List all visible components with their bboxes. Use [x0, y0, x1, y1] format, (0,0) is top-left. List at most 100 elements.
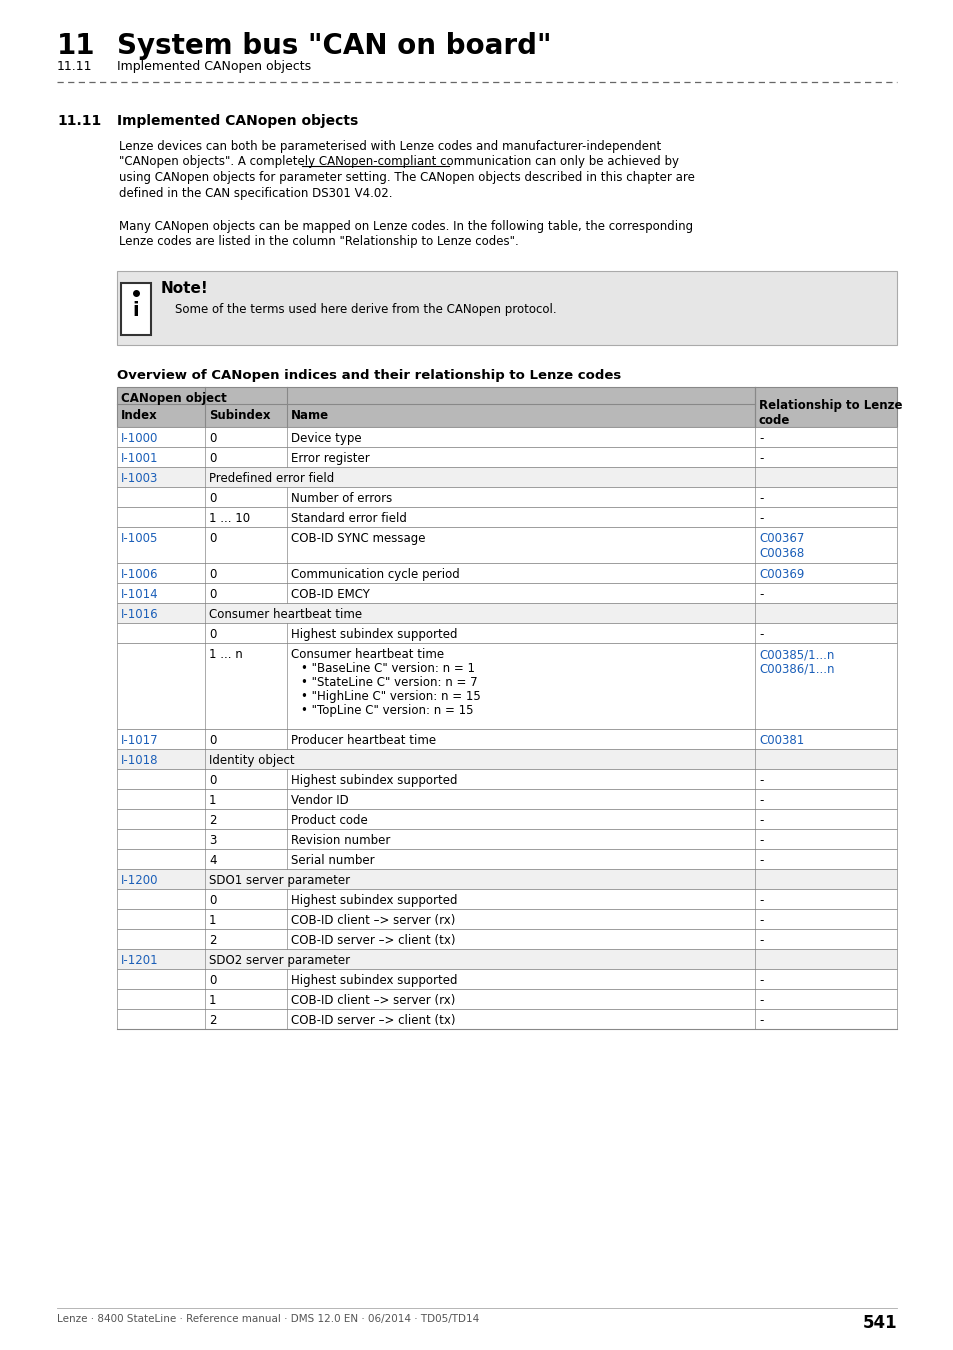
Text: -: - [759, 589, 762, 601]
Text: Identity object: Identity object [209, 755, 294, 767]
Text: C00367: C00367 [759, 532, 803, 545]
Bar [117, 622, 896, 643]
Text: Some of the terms used here derive from the CANopen protocol.: Some of the terms used here derive from … [174, 302, 556, 316]
Text: Highest subindex supported: Highest subindex supported [291, 973, 457, 987]
Text: -: - [759, 491, 762, 505]
Text: Predefined error field: Predefined error field [209, 472, 334, 485]
Text: 0: 0 [209, 894, 216, 907]
Text: Highest subindex supported: Highest subindex supported [291, 774, 457, 787]
Text: I-1006: I-1006 [121, 568, 158, 580]
Text: 11.11: 11.11 [57, 59, 92, 73]
Text: COB-ID client –> server (rx): COB-ID client –> server (rx) [291, 914, 455, 927]
Text: I-1200: I-1200 [121, 873, 158, 887]
Text: -: - [759, 914, 762, 927]
Text: -: - [759, 973, 762, 987]
Text: Implemented CANopen objects: Implemented CANopen objects [117, 113, 358, 128]
Text: -: - [759, 512, 762, 525]
Bar [117, 467, 896, 487]
Text: -: - [759, 432, 762, 446]
Text: C00369: C00369 [759, 568, 803, 580]
Text: 0: 0 [209, 628, 216, 641]
Text: I-1017: I-1017 [121, 734, 158, 747]
Text: Revision number: Revision number [291, 834, 390, 846]
Text: COB-ID client –> server (rx): COB-ID client –> server (rx) [291, 994, 455, 1007]
Bar [117, 929, 896, 949]
Text: 3: 3 [209, 834, 216, 846]
Bar [117, 729, 896, 749]
Text: COB-ID EMCY: COB-ID EMCY [291, 589, 370, 601]
Bar [117, 990, 896, 1008]
Text: Lenze codes are listed in the column "Relationship to Lenze codes".: Lenze codes are listed in the column "Re… [119, 235, 518, 248]
Bar [117, 447, 896, 467]
Text: 1 ... n: 1 ... n [209, 648, 242, 662]
Bar [117, 563, 896, 583]
Text: 541: 541 [862, 1314, 896, 1332]
Text: System bus "CAN on board": System bus "CAN on board" [117, 32, 551, 59]
Text: I-1016: I-1016 [121, 608, 158, 621]
Text: 2: 2 [209, 814, 216, 828]
Text: • "HighLine C" version: n = 15: • "HighLine C" version: n = 15 [301, 690, 480, 703]
Bar [117, 849, 896, 869]
Text: 0: 0 [209, 532, 216, 545]
Bar [117, 769, 896, 788]
Text: • "BaseLine C" version: n = 1: • "BaseLine C" version: n = 1 [301, 662, 475, 675]
Text: -: - [759, 894, 762, 907]
Text: C00386/1...n: C00386/1...n [759, 663, 834, 676]
Bar [117, 271, 896, 346]
Text: 2: 2 [209, 934, 216, 946]
Text: I-1018: I-1018 [121, 755, 158, 767]
Bar [117, 909, 896, 929]
Bar [117, 869, 896, 890]
Text: Product code: Product code [291, 814, 367, 828]
Bar [121, 284, 151, 335]
Text: 0: 0 [209, 432, 216, 446]
Text: -: - [759, 994, 762, 1007]
Text: Index: Index [121, 409, 157, 423]
Text: 2: 2 [209, 1014, 216, 1027]
Bar [117, 427, 896, 447]
Text: Consumer heartbeat time: Consumer heartbeat time [291, 648, 444, 662]
Text: COB-ID SYNC message: COB-ID SYNC message [291, 532, 425, 545]
Text: -: - [759, 855, 762, 867]
Text: Consumer heartbeat time: Consumer heartbeat time [209, 608, 362, 621]
Bar [117, 809, 896, 829]
Text: Note!: Note! [161, 281, 209, 296]
Text: C00368: C00368 [759, 547, 803, 560]
Text: Standard error field: Standard error field [291, 512, 406, 525]
Text: -: - [759, 794, 762, 807]
Text: 0: 0 [209, 491, 216, 505]
Bar [117, 788, 896, 809]
Text: Error register: Error register [291, 452, 370, 464]
Text: 0: 0 [209, 774, 216, 787]
Text: Many CANopen objects can be mapped on Lenze codes. In the following table, the c: Many CANopen objects can be mapped on Le… [119, 220, 693, 234]
Text: I-1014: I-1014 [121, 589, 158, 601]
Text: 0: 0 [209, 734, 216, 747]
Text: "CANopen objects". A completely CANopen-compliant communication can only be achi: "CANopen objects". A completely CANopen-… [119, 155, 679, 169]
Text: 11.11: 11.11 [57, 113, 101, 128]
Text: SDO2 server parameter: SDO2 server parameter [209, 954, 350, 967]
Bar [117, 890, 896, 909]
Bar [117, 969, 896, 990]
Text: -: - [759, 628, 762, 641]
Text: -: - [759, 834, 762, 846]
Text: C00381: C00381 [759, 734, 803, 747]
Bar [117, 508, 896, 526]
Text: I-1001: I-1001 [121, 452, 158, 464]
Text: COB-ID server –> client (tx): COB-ID server –> client (tx) [291, 934, 455, 946]
Bar [117, 749, 896, 770]
Text: using CANopen objects for parameter setting. The CANopen objects described in th: using CANopen objects for parameter sett… [119, 171, 694, 184]
Text: Overview of CANopen indices and their relationship to Lenze codes: Overview of CANopen indices and their re… [117, 369, 620, 382]
Text: 0: 0 [209, 568, 216, 580]
Text: 1: 1 [209, 994, 216, 1007]
Text: Relationship to Lenze
code: Relationship to Lenze code [759, 400, 902, 427]
Text: Serial number: Serial number [291, 855, 375, 867]
Text: • "StateLine C" version: n = 7: • "StateLine C" version: n = 7 [301, 676, 477, 688]
Bar [117, 829, 896, 849]
Text: 0: 0 [209, 452, 216, 464]
Text: I-1003: I-1003 [121, 472, 158, 485]
Text: I-1201: I-1201 [121, 954, 158, 967]
Text: C00385/1...n: C00385/1...n [759, 648, 834, 662]
Bar [117, 387, 896, 427]
Text: CANopen object: CANopen object [121, 392, 227, 405]
Text: 0: 0 [209, 589, 216, 601]
